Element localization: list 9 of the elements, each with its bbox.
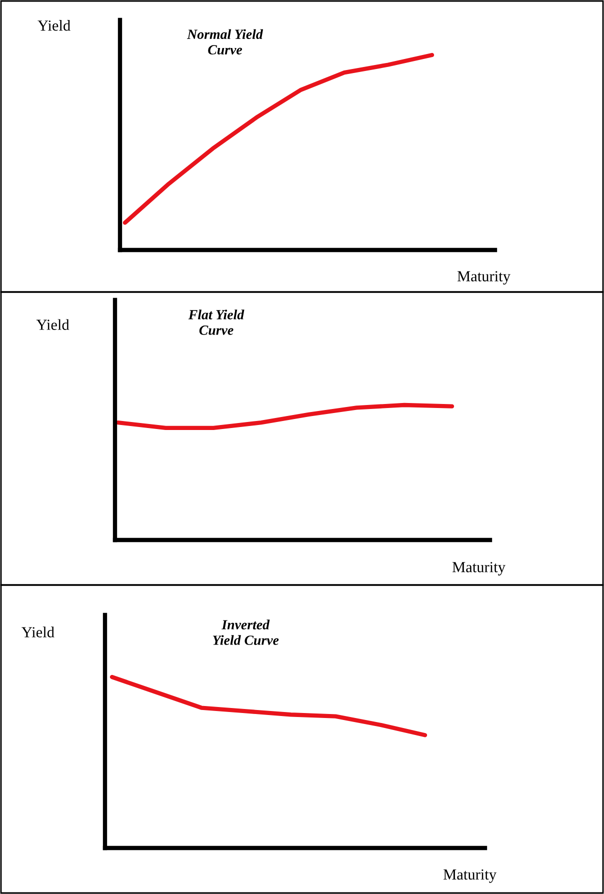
chart-title: Inverted Yield Curve (212, 620, 279, 645)
chart-title: Normal Yield Curve (186, 29, 264, 54)
y-axis-title: Yield (22, 626, 54, 638)
chart-title: Flat Yield Curve (188, 310, 244, 335)
x-axis-title: Maturity (457, 271, 510, 285)
x-axis-title: Maturity (452, 562, 506, 576)
y-axis-title: Yield (38, 20, 70, 31)
x-axis-title: Maturity (444, 869, 496, 883)
y-axis-title: Yield (36, 319, 70, 330)
